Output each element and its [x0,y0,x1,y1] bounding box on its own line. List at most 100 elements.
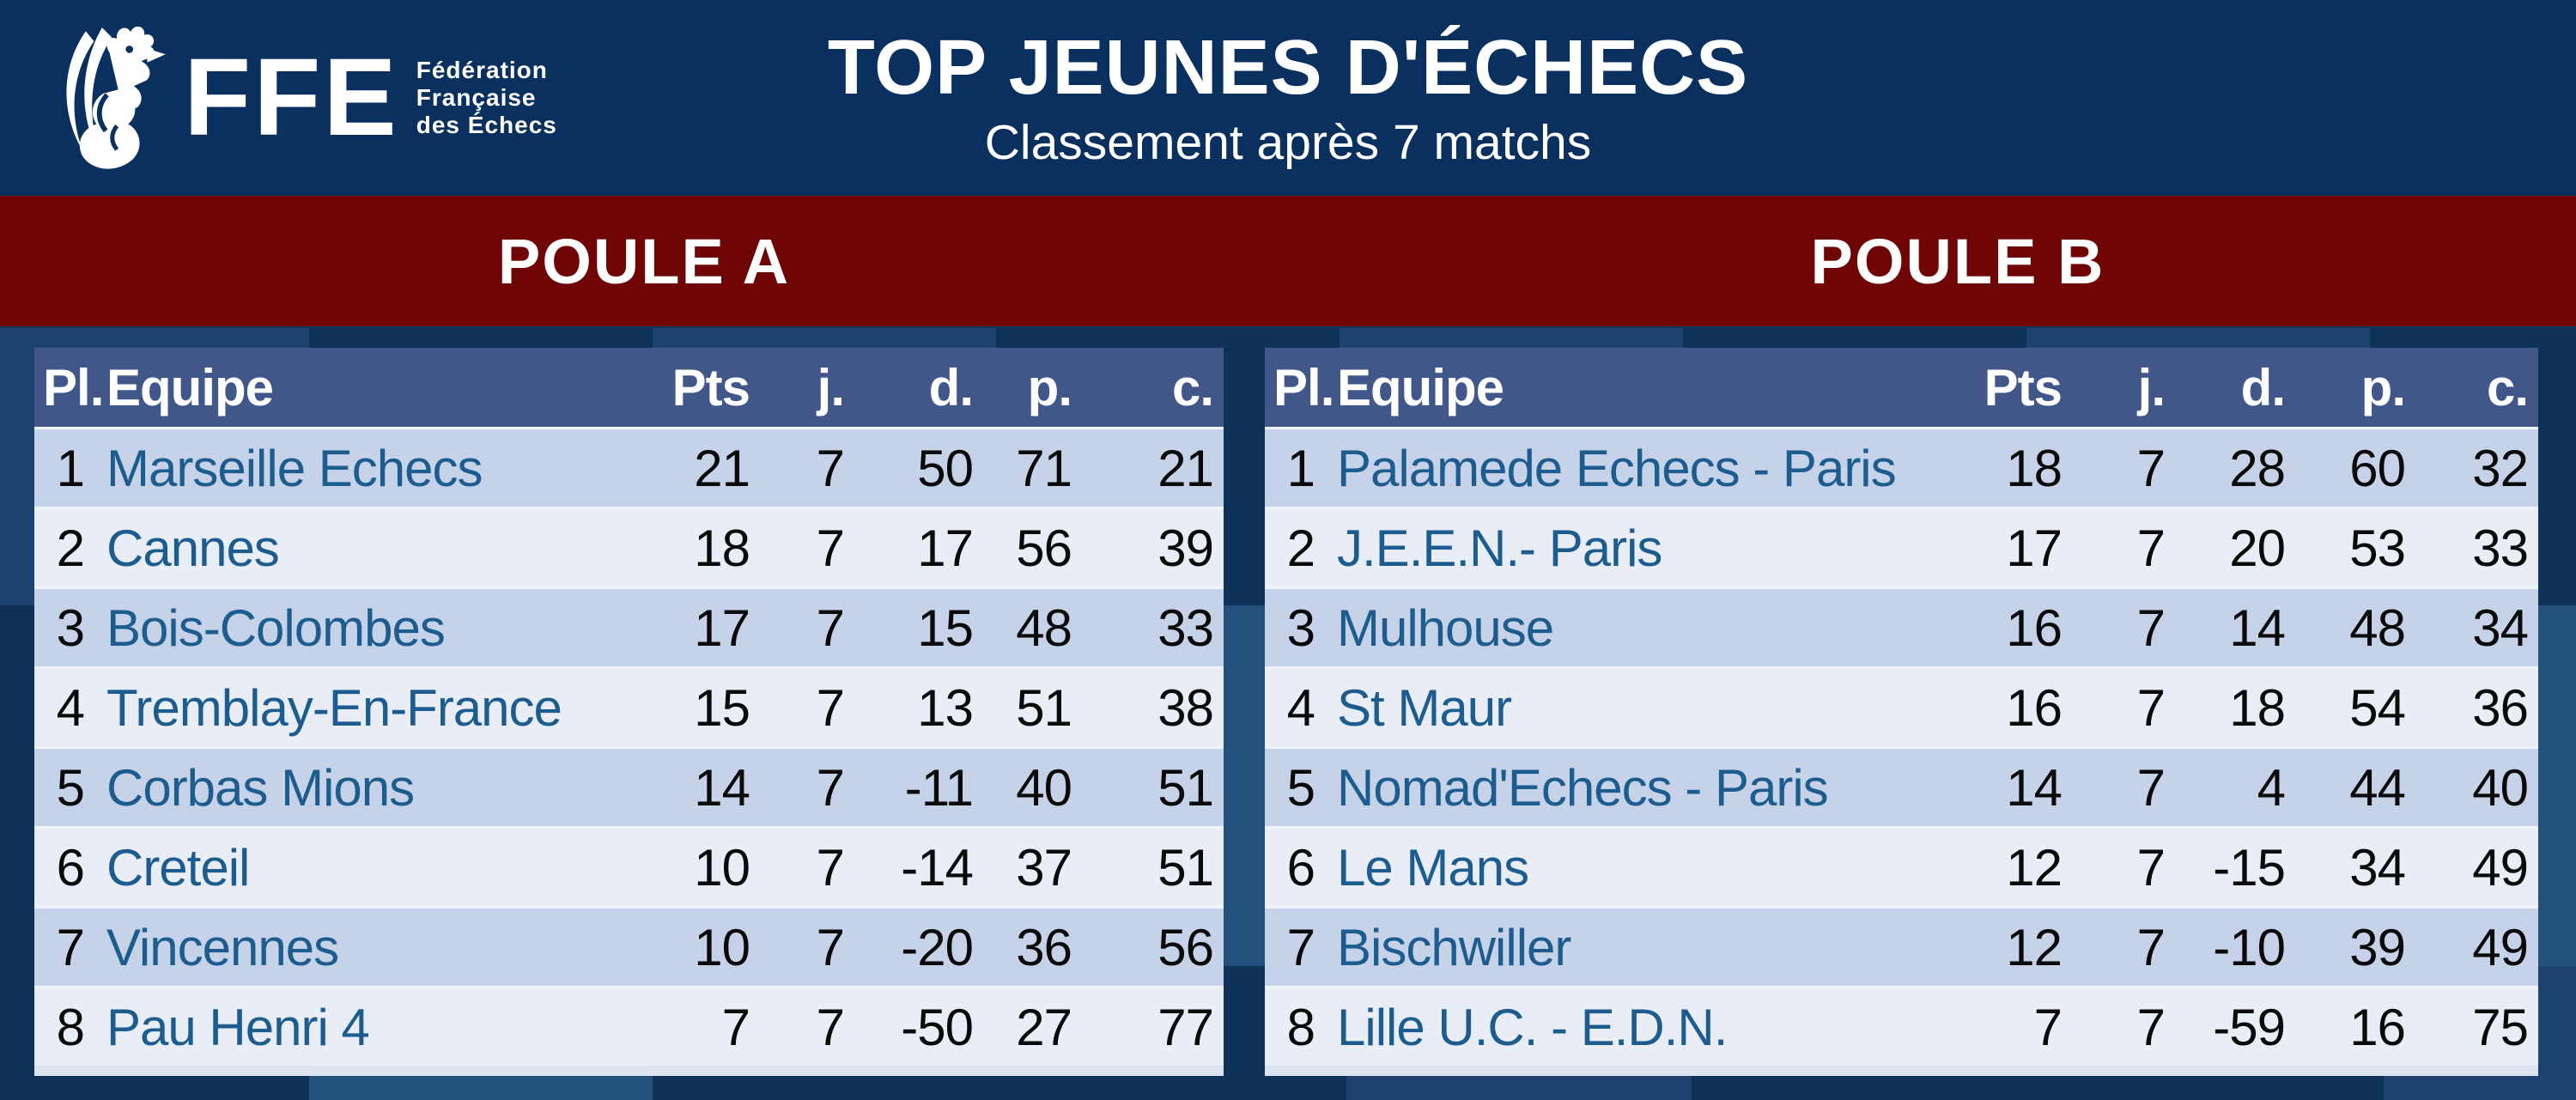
table-bottom-strip [1265,1066,2538,1076]
column-header-for: p. [983,348,1082,427]
header-row: Pl. Equipe Pts j. d. p. c. [34,348,1224,427]
points-cell: 7 [670,986,760,1066]
column-header-against: c. [1082,348,1224,427]
table-row: 8 Pau Henri 4 7 7 -50 27 77 [34,986,1224,1066]
diff-cell: -14 [854,826,983,906]
column-header-played: j. [760,348,854,427]
for-cell: 16 [2295,986,2415,1066]
team-cell: Marseille Echecs [94,427,670,507]
org-name-line: Fédération [416,57,548,83]
team-cell: St Maur [1325,666,1978,746]
table-row: 5 Nomad'Echecs - Paris 14 7 4 44 40 [1265,746,2538,826]
diff-cell: -20 [854,906,983,986]
poule-banner: POULE A POULE B [0,196,2576,326]
team-cell: Nomad'Echecs - Paris [1325,746,1978,826]
team-cell: Bois-Colombes [94,586,670,666]
team-cell: Bischwiller [1325,906,1978,986]
table-row: 7 Vincennes 10 7 -20 36 56 [34,906,1224,986]
played-cell: 7 [760,507,854,586]
poule-a-label: POULE A [497,225,791,297]
team-cell: Vincennes [94,906,670,986]
points-cell: 10 [670,826,760,906]
points-cell: 10 [670,906,760,986]
points-cell: 12 [1978,826,2072,906]
rooster-icon [66,26,166,169]
points-cell: 21 [670,427,760,507]
org-name: Fédération Française des Échecs [416,57,557,139]
team-cell: Le Mans [1325,826,1978,906]
org-name-line: des Échecs [416,112,557,138]
standings-table-poule-b: Pl. Equipe Pts j. d. p. c. 1 Palamede Ech… [1265,348,2538,1076]
played-cell: 7 [760,586,854,666]
team-cell: Corbas Mions [94,746,670,826]
for-cell: 53 [2295,507,2415,586]
table-bottom-strip [34,1066,1224,1076]
diff-cell: 28 [2175,427,2295,507]
for-cell: 27 [983,986,1082,1066]
diff-cell: -15 [2175,826,2295,906]
against-cell: 51 [1082,746,1224,826]
for-cell: 51 [983,666,1082,746]
against-cell: 32 [2415,427,2538,507]
rank-cell: 1 [34,427,94,507]
diff-cell: -11 [854,746,983,826]
diff-cell: 15 [854,586,983,666]
played-cell: 7 [760,986,854,1066]
for-cell: 39 [2295,906,2415,986]
played-cell: 7 [760,906,854,986]
for-cell: 56 [983,507,1082,586]
table-row: 2 J.E.E.N.- Paris 17 7 20 53 33 [1265,507,2538,586]
played-cell: 7 [2072,507,2175,586]
diff-cell: 18 [2175,666,2295,746]
column-header-for: p. [2295,348,2415,427]
diff-cell: 4 [2175,746,2295,826]
against-cell: 34 [2415,586,2538,666]
table-row: 8 Lille U.C. - E.D.N. 7 7 -59 16 75 [1265,986,2538,1066]
team-cell: J.E.E.N.- Paris [1325,507,1978,586]
played-cell: 7 [760,666,854,746]
org-name-line: Française [416,84,537,111]
rank-cell: 7 [34,906,94,986]
page-header: FFE Fédération Française des Échecs TOP … [0,0,2576,196]
header-row: Pl. Equipe Pts j. d. p. c. [1265,348,2538,427]
table-row: 1 Marseille Echecs 21 7 50 71 21 [34,427,1224,507]
table-row: 1 Palamede Echecs - Paris 18 7 28 60 32 [1265,427,2538,507]
diff-cell: 20 [2175,507,2295,586]
column-header-team: Equipe [1325,348,1978,427]
team-cell: Palamede Echecs - Paris [1325,427,1978,507]
rank-cell: 4 [1265,666,1325,746]
against-cell: 38 [1082,666,1224,746]
column-header-against: c. [2415,348,2538,427]
against-cell: 36 [2415,666,2538,746]
played-cell: 7 [2072,666,2175,746]
played-cell: 7 [2072,906,2175,986]
points-cell: 14 [1978,746,2072,826]
column-header-points: Pts [670,348,760,427]
against-cell: 21 [1082,427,1224,507]
for-cell: 71 [983,427,1082,507]
column-header-place: Pl. [34,348,104,427]
points-cell: 18 [670,507,760,586]
column-header-played: j. [2072,348,2175,427]
played-cell: 7 [2072,826,2175,906]
against-cell: 49 [2415,906,2538,986]
rank-cell: 5 [34,746,94,826]
column-header-team: Equipe [94,348,670,427]
table-row: 6 Creteil 10 7 -14 37 51 [34,826,1224,906]
diff-cell: -50 [854,986,983,1066]
points-cell: 15 [670,666,760,746]
for-cell: 48 [983,586,1082,666]
rank-cell: 4 [34,666,94,746]
against-cell: 49 [2415,826,2538,906]
table-row: 4 St Maur 16 7 18 54 36 [1265,666,2538,746]
rank-cell: 2 [34,507,94,586]
column-header-place: Pl. [1265,348,1334,427]
column-header-diff: d. [2175,348,2295,427]
team-cell: Tremblay-En-France [94,666,670,746]
rank-cell: 3 [1265,586,1325,666]
points-cell: 17 [1978,507,2072,586]
for-cell: 37 [983,826,1082,906]
table-row: 3 Mulhouse 16 7 14 48 34 [1265,586,2538,666]
rank-cell: 5 [1265,746,1325,826]
column-header-diff: d. [854,348,983,427]
